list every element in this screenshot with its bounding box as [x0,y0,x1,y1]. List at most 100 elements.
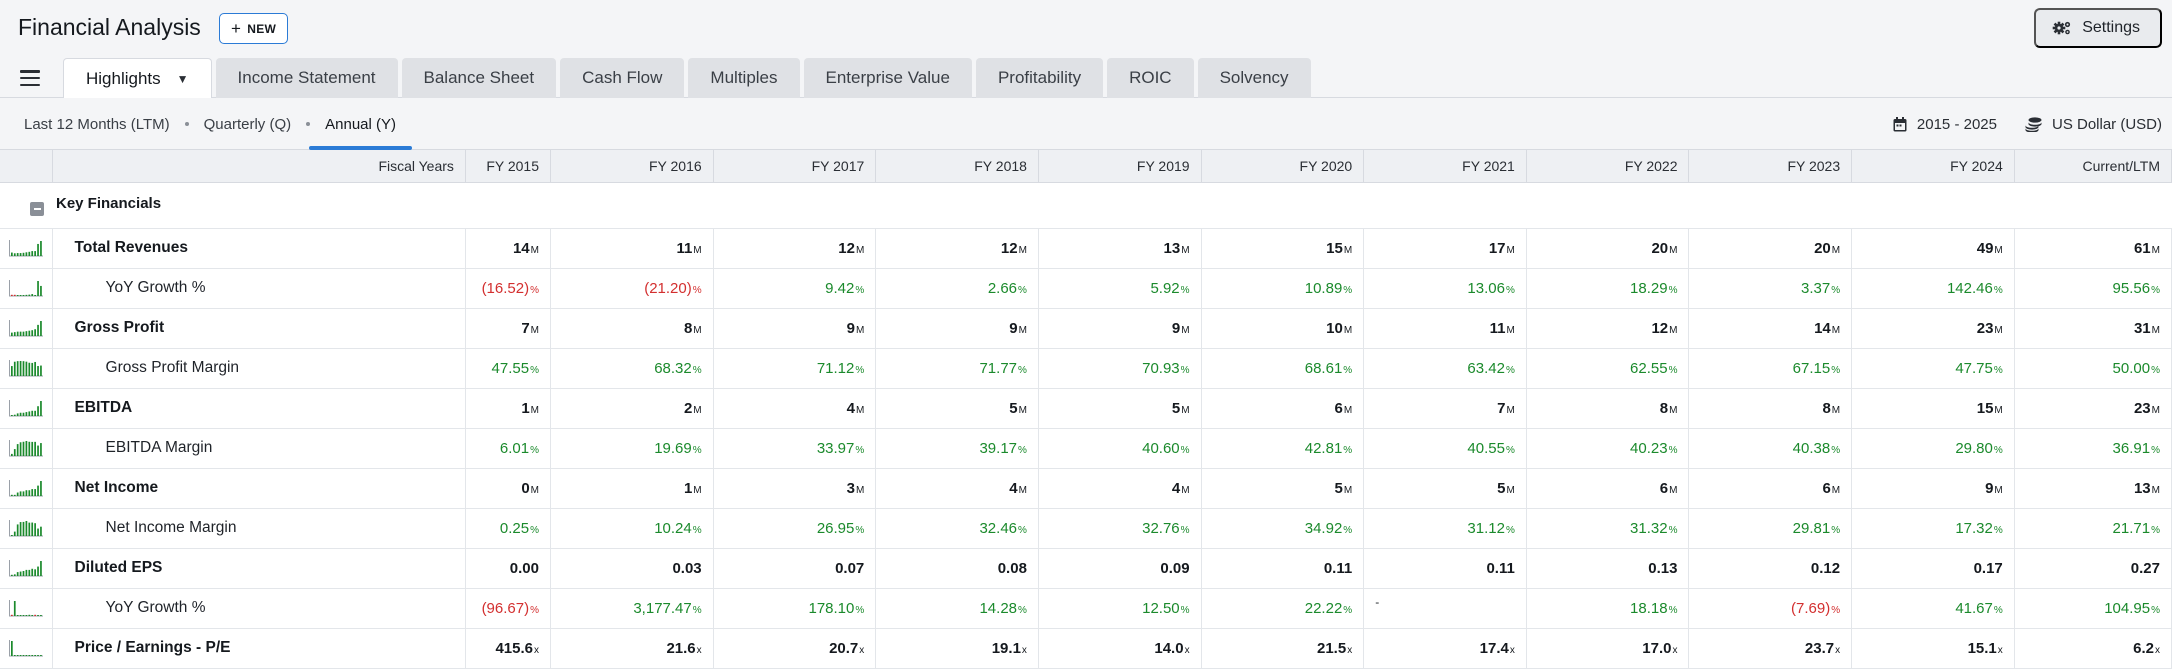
column-header: FY 2024 [1851,150,2015,183]
page-title: Financial Analysis [18,14,201,40]
cell-value: 6 [1334,399,1343,417]
sparkline-cell[interactable] [0,388,53,429]
sparkline-cell[interactable] [0,628,53,669]
value-cell: 22.22% [1201,588,1365,629]
cell-value: 40.23 [1630,439,1668,457]
tab-roic[interactable]: ROIC [1107,58,1194,98]
cell-value: 14 [512,239,530,257]
value-cell: 3M [713,468,877,509]
sparkline-cell[interactable] [0,468,53,509]
sparkline-bar [10,535,13,536]
date-range-button[interactable]: 2015 - 2025 [1893,116,1997,133]
unit-suffix: x [2155,644,2160,656]
currency-button[interactable]: US Dollar (USD) [2025,116,2162,133]
value-cell: 4M [875,468,1039,509]
tab-label: Enterprise Value [825,68,950,87]
cell-value: 0.03 [672,559,702,577]
top-bar: Financial Analysis + NEW Settings [0,0,2172,58]
sparkline-bar [16,253,19,256]
sparkline-bar [28,441,30,456]
value-cell: 12M [713,228,877,269]
sparkline-bar [36,366,39,376]
unit-suffix: M [1994,404,2003,416]
cell-value: 12 [1651,319,1669,337]
value-cell: 42.81% [1201,428,1365,469]
period-annual[interactable]: Annual (Y) [309,98,412,150]
cell-value: 10.24 [654,519,692,537]
sparkline-cell[interactable] [0,308,53,349]
sparkline-cell[interactable] [0,228,53,269]
sparkline-icon [8,600,43,617]
unit-suffix: % [1505,524,1515,536]
sparkline-bar [25,615,28,616]
tab-cash-flow[interactable]: Cash Flow [560,58,685,98]
sparkline-bar [13,294,16,296]
cell-value: 26.95 [816,519,855,537]
unit-suffix: M [1669,244,1678,256]
value-cell: 104.95% [2014,588,2172,629]
new-button[interactable]: + NEW [219,13,289,44]
sparkline-bar [22,295,25,296]
period-quarterly[interactable]: Quarterly (Q) [203,115,292,133]
unit-suffix: % [1668,604,1678,616]
cell-value: 12 [1000,239,1018,257]
unit-suffix: x [1997,644,2003,656]
tab-enterprise-value[interactable]: Enterprise Value [803,58,972,98]
sparkline-bar [13,655,16,656]
sparkline-bar [31,615,33,616]
value-cell: 0.17 [1851,548,2015,589]
unit-suffix: M [1669,324,1678,336]
sparkline-bar [39,443,42,456]
value-cell: 0.09 [1038,548,1202,589]
cell-value: 11 [676,239,693,257]
sparkline-bar [10,614,13,616]
sparkline-bar [39,561,42,576]
tab-income-statement[interactable]: Income Statement [215,58,398,98]
value-cell: 47.75% [1851,348,2015,389]
table-row: Net Income 0M 1M 3M 4M 4M 5M 5M 6M 6M 9M 13M [0,468,2172,509]
tab-balance-sheet[interactable]: Balance Sheet [401,58,557,98]
cell-value: 19.69 [654,439,692,457]
value-cell: 95.56% [2014,268,2172,309]
sparkline-bar [16,295,19,296]
cell-value: 32.46 [979,519,1018,537]
tab-multiples[interactable]: Multiples [688,58,800,98]
period-ltm[interactable]: Last 12 Months (LTM) [24,115,170,133]
sparkline-cell[interactable] [0,348,53,389]
sparkline-cell[interactable] [0,508,53,549]
settings-button[interactable]: Settings [2034,8,2162,48]
menu-icon[interactable] [20,70,40,86]
cell-value: 14.28 [979,599,1018,617]
sparkline-bar [25,252,28,256]
sparkline-bar [34,441,36,456]
sparkline-cell[interactable] [0,428,53,469]
row-label: Gross Profit [52,308,466,349]
value-cell: 15M [1851,388,2015,429]
value-cell: 31M [2014,308,2172,349]
tab-profitability[interactable]: Profitability [975,58,1104,98]
unit-suffix: % [855,604,865,616]
tab-solvency[interactable]: Solvency [1197,58,1311,98]
cell-value: 40.38 [1792,439,1831,457]
unit-suffix: x [1021,644,1027,656]
value-cell: 63.42% [1363,348,1527,389]
sparkline-cell[interactable] [0,588,53,629]
value-cell: 14M [465,228,552,269]
sparkline-cell[interactable] [0,548,53,589]
unit-suffix: % [1831,604,1841,616]
value-cell: 6M [1688,468,1853,509]
tab-highlights[interactable]: Highlights ▼ [63,58,212,99]
unit-suffix: M [1343,484,1353,496]
section-header: Key Financials [0,182,2172,229]
value-cell: 39.17% [875,428,1039,469]
value-cell: 4M [1038,468,1202,509]
table-row: Price / Earnings - P/E 415.6x 21.6x 20.7x 19… [0,628,2172,669]
cell-value: 9 [1009,319,1018,337]
sparkline-bar [19,615,22,616]
unit-suffix: % [692,524,702,536]
collapse-icon[interactable] [30,201,44,216]
sparkline-bar [13,574,16,576]
fiscal-years-header: Fiscal Years [52,150,466,183]
sparkline-cell[interactable] [0,268,53,309]
cell-value: 6 [1822,479,1831,497]
